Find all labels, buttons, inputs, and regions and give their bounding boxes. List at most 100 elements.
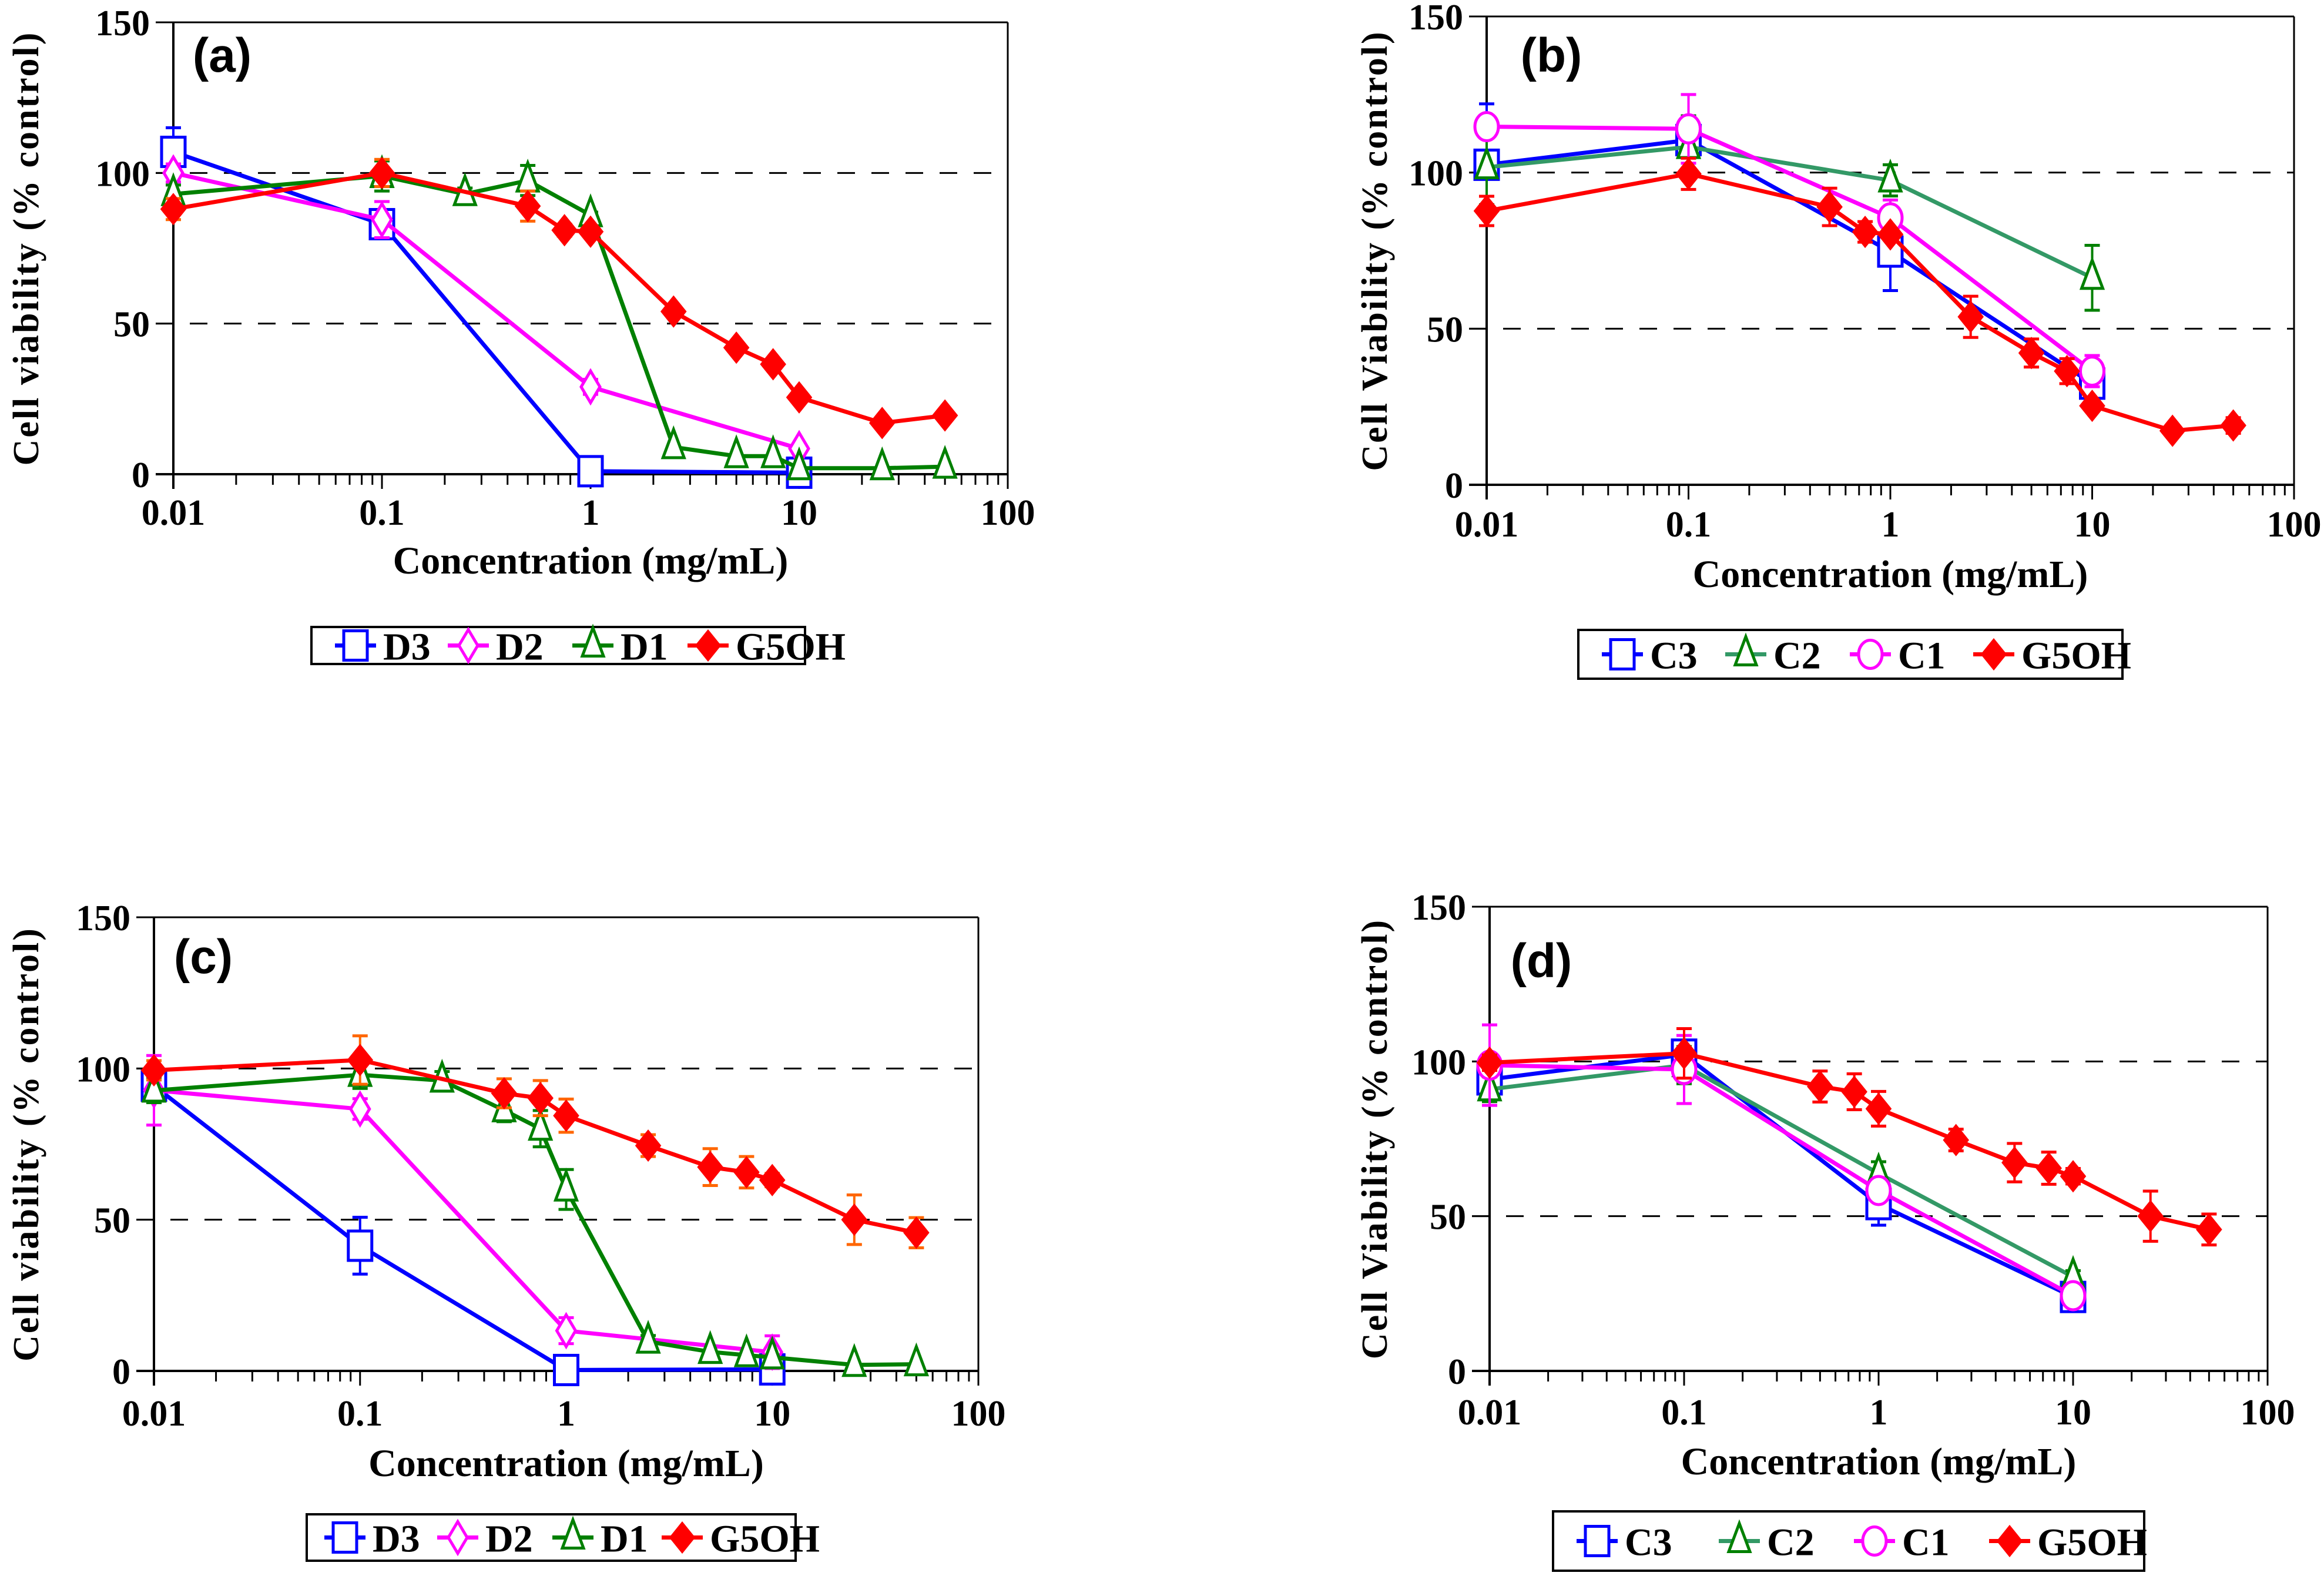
data-point-g5oh [2035, 1152, 2062, 1185]
legend-marker-g5oh [1980, 638, 2007, 671]
panel-label: (b) [1521, 29, 1582, 82]
data-point-d1 [697, 1330, 723, 1364]
data-point-g5oh [1943, 1124, 1970, 1156]
x-tick-label: 0.01 [1458, 1393, 1522, 1433]
series-g5oh [160, 156, 958, 440]
data-point-g5oh [759, 1163, 786, 1196]
data-point-g5oh [903, 1216, 930, 1249]
x-tick-label: 1 [1870, 1393, 1888, 1433]
series-d1 [160, 154, 958, 481]
x-axis-title: Concentration (mg/mL) [368, 1442, 764, 1485]
legend-label-c1: C1 [1898, 635, 1946, 678]
data-point-g5oh [841, 1203, 868, 1236]
data-point-c2 [1474, 145, 1500, 180]
series-line-g5oh [173, 170, 945, 425]
series-c1 [1476, 1023, 2087, 1312]
legend-marker-c1 [1861, 1525, 1888, 1557]
x-tick-label: 100 [2241, 1393, 2295, 1433]
x-tick-label: 100 [951, 1394, 1006, 1434]
panel-label: (c) [174, 930, 233, 984]
data-point-d1 [786, 446, 812, 481]
legend-label-d3: D3 [373, 1518, 420, 1561]
legend-label-g5oh: G5OH [2037, 1521, 2147, 1564]
series-line-d1 [173, 173, 945, 471]
legend-label-d2: D2 [496, 626, 544, 669]
data-point-g5oh [2220, 409, 2246, 442]
legend-marker-d2 [447, 1518, 469, 1557]
legend-marker-g5oh [1996, 1524, 2023, 1558]
x-tick-label: 1 [1882, 505, 1900, 545]
x-tick-label: 100 [2267, 505, 2322, 545]
data-point-d3 [553, 1353, 579, 1386]
data-point-g5oh [553, 1099, 579, 1132]
legend-label-g5oh: G5OH [736, 626, 846, 669]
legend-marker-d2 [457, 626, 479, 665]
panel-b: 0 50 100 150 0.01 0.1 1 10 100 Concentration (mg/… [1355, 0, 2322, 680]
x-axis-title: Concentration (mg/mL) [393, 539, 789, 582]
data-point-c2 [1877, 158, 1903, 193]
data-point-g5oh [527, 1082, 554, 1115]
y-axis-title: Cell viability (% control) [6, 927, 46, 1362]
series-line-d3 [152, 1084, 773, 1372]
x-tick-label: 0.1 [1661, 1393, 1707, 1433]
y-tick-label: 0 [112, 1352, 130, 1392]
series-line-d1 [153, 1072, 917, 1367]
series-line-d2 [173, 170, 800, 451]
y-tick-label: 0 [1448, 1352, 1466, 1392]
data-point-g5oh [140, 1054, 167, 1087]
y-tick-label: 150 [95, 4, 150, 43]
data-point-d2 [348, 1090, 371, 1128]
x-tick-label: 10 [781, 493, 817, 533]
data-point-g5oh [577, 215, 604, 248]
data-point-g5oh [635, 1129, 662, 1162]
legend-label-c1: C1 [1902, 1521, 1950, 1564]
x-tick-label: 0.1 [337, 1394, 383, 1434]
legend-marker-c3 [1584, 1525, 1611, 1557]
data-point-d1 [660, 425, 686, 460]
data-point-g5oh [697, 1151, 723, 1183]
series-c3 [1473, 102, 2105, 400]
y-tick-label: 150 [76, 898, 130, 938]
data-point-g5oh [160, 193, 187, 226]
panel-a: 0 50 100 150 0.01 0.1 1 10 100 Concentration (mg/… [6, 4, 1035, 669]
series-d2 [162, 154, 810, 468]
legend-marker-g5oh [669, 1521, 696, 1554]
legend-label-c2: C2 [1773, 635, 1821, 678]
legend-marker-c1 [1857, 639, 1884, 670]
data-point-c1 [1675, 113, 1702, 145]
data-point-c1 [1473, 111, 1500, 143]
y-tick-label: 0 [1445, 466, 1463, 506]
data-point-g5oh [733, 1156, 760, 1189]
data-point-g5oh [2001, 1146, 2028, 1179]
data-point-g5oh [1841, 1075, 1867, 1108]
series-line-c2 [1489, 1063, 2074, 1279]
series-line-c2 [1486, 145, 2094, 280]
data-point-g5oh [1807, 1070, 1833, 1103]
legend-label-g5oh: G5OH [2021, 635, 2131, 678]
legend-marker-d1 [580, 623, 606, 658]
data-point-d3 [347, 1229, 374, 1262]
y-tick-label: 0 [132, 455, 150, 495]
data-point-d1 [723, 434, 749, 468]
panel-c: 0 50 100 150 0.01 0.1 1 10 100 Concentration (mg/… [6, 898, 1006, 1562]
data-point-g5oh [760, 348, 786, 381]
legend-label-c3: C3 [1650, 635, 1698, 678]
data-point-g5oh [931, 399, 958, 432]
data-point-g5oh [2196, 1213, 2222, 1246]
data-point-g5oh [1473, 195, 1500, 227]
x-axis-title: Concentration (mg/mL) [1693, 553, 2088, 596]
data-point-g5oh [1671, 1037, 1698, 1070]
data-point-g5oh [2159, 414, 2186, 447]
legend: C3 C2 C1 G5OH [1552, 1510, 2147, 1572]
y-axis-title: Cell Viability (% control) [1355, 918, 1395, 1359]
data-point-c2 [2079, 256, 2105, 290]
data-point-d1 [869, 446, 895, 481]
data-point-c1 [1865, 1175, 1892, 1206]
legend: D3 D2 D1 G5OH [306, 1513, 820, 1562]
panel-d: 0 50 100 150 0.01 0.1 1 10 100 Concentration (mg/… [1355, 888, 2295, 1572]
series-line-g5oh [1489, 1051, 2210, 1232]
x-axis-title: Concentration (mg/mL) [1681, 1440, 2077, 1483]
x-tick-label: 10 [2055, 1393, 2091, 1433]
legend-label-g5oh: G5OH [710, 1518, 820, 1561]
